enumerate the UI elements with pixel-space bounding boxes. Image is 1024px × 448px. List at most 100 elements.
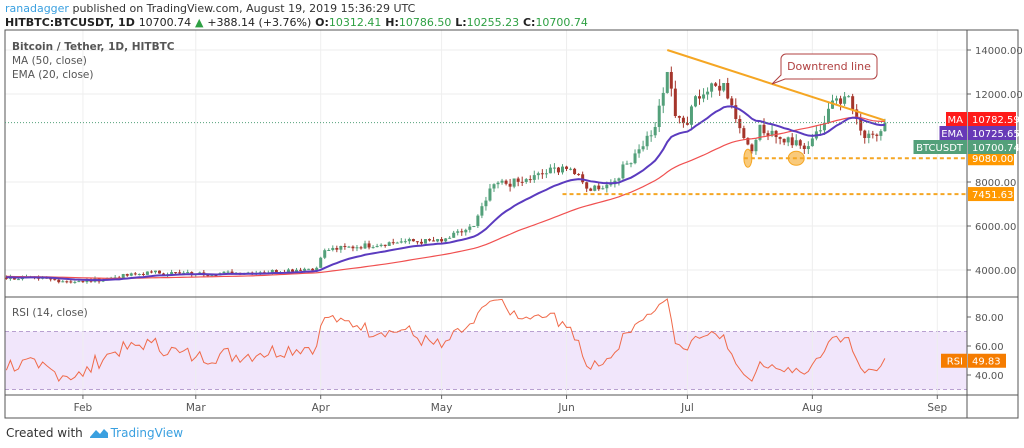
candle-body	[299, 269, 303, 271]
candle-body	[178, 272, 182, 274]
low-label: L:	[455, 16, 467, 29]
candle-body	[153, 270, 157, 273]
ma-line	[6, 116, 885, 279]
candle-body	[839, 98, 843, 104]
candle-body	[826, 108, 830, 123]
candle-body	[391, 242, 395, 244]
candle-body	[129, 273, 133, 276]
chart-legend: Bitcoin / Tether, 1D, HITBTC MA (50, clo…	[12, 40, 174, 82]
candle-body	[786, 137, 790, 143]
candle-body	[423, 239, 427, 244]
candle-body	[440, 239, 444, 242]
candle-body	[665, 72, 669, 93]
candle-body	[637, 149, 641, 154]
candle-body	[609, 184, 613, 186]
candle-body	[456, 231, 460, 233]
candle-body	[158, 270, 161, 274]
candle-body	[49, 278, 53, 280]
candle-body	[649, 135, 653, 137]
candle-body	[359, 247, 363, 249]
candle-body	[432, 240, 436, 242]
price-tick-label: 6000.00	[975, 222, 1016, 233]
candle-body	[625, 163, 629, 165]
candle-body	[746, 138, 750, 145]
candle-body	[311, 268, 315, 271]
candle-body	[710, 83, 714, 92]
candle-body	[61, 281, 65, 283]
candle-body	[162, 273, 166, 275]
candle-body	[677, 116, 681, 118]
legend-ma[interactable]: MA (50, close)	[12, 55, 87, 67]
candle-body	[879, 131, 883, 136]
candle-body	[81, 281, 85, 283]
open-label: O:	[315, 16, 329, 29]
badge-ema-value: 10725.65	[972, 129, 1020, 140]
close-value: 10700.74	[535, 16, 588, 29]
candle-body	[742, 128, 746, 138]
candle-body	[851, 96, 855, 110]
candle-body	[69, 281, 73, 283]
legend-ema[interactable]: EMA (20, close)	[12, 69, 94, 81]
candle-body	[444, 238, 448, 242]
badge-value-bg	[968, 112, 1016, 126]
candle-body	[403, 241, 407, 243]
candle-body	[601, 188, 605, 190]
badge-btcusdt-value: 10700.74	[972, 143, 1020, 154]
candle-body	[863, 130, 867, 138]
candle-body	[5, 277, 8, 279]
tradingview-link[interactable]: TradingView	[110, 426, 184, 440]
candle-body	[85, 280, 89, 283]
rsi-badge-value-bg	[968, 353, 1006, 368]
chart-frame	[4, 29, 1019, 419]
candle-body	[855, 109, 859, 119]
rsi-band	[5, 331, 967, 390]
candle-body	[452, 232, 456, 238]
candle-body	[149, 271, 153, 273]
candle-body	[286, 269, 290, 273]
footer: Created with TradingView	[6, 426, 183, 442]
candle-body	[718, 85, 722, 91]
candle-body	[137, 273, 141, 275]
candle-body	[174, 272, 178, 274]
candle-body	[500, 180, 504, 183]
price-tick-label: 12000.00	[975, 90, 1023, 101]
candle-body	[419, 241, 423, 244]
candle-body	[476, 215, 480, 226]
badge-ma-value: 10782.59	[972, 115, 1020, 126]
month-label-Mar: Mar	[186, 402, 206, 414]
candle-body	[835, 98, 839, 101]
candle-body	[561, 166, 564, 173]
author-link[interactable]: ranadagger	[5, 2, 69, 15]
candle-body	[532, 175, 536, 180]
candle-body	[411, 239, 415, 242]
candle-body	[810, 138, 814, 147]
candle-body	[645, 135, 649, 147]
candle-body	[758, 124, 762, 140]
candle-body	[569, 168, 573, 170]
candle-body	[121, 274, 125, 279]
candle-body	[468, 226, 472, 230]
annotation-text: Downtrend line	[787, 60, 871, 73]
month-label-Jun: Jun	[557, 402, 574, 414]
candle-body	[290, 269, 294, 272]
candle-body	[323, 250, 327, 258]
level-badge-label: 7451.63	[972, 190, 1013, 201]
support-marker	[743, 148, 753, 168]
candle-body	[822, 122, 826, 131]
rsi-legend[interactable]: RSI (14, close)	[12, 307, 88, 319]
candle-body	[552, 167, 556, 169]
candle-body	[484, 200, 488, 207]
candle-body	[448, 237, 452, 239]
candles	[5, 66, 887, 284]
candle-body	[762, 124, 766, 134]
candle-body	[226, 271, 230, 273]
candle-body	[536, 173, 540, 176]
candle-body	[343, 245, 347, 247]
annotation-callout	[771, 53, 878, 85]
candle-body	[395, 242, 399, 244]
candle-body	[629, 163, 633, 165]
candle-body	[141, 273, 145, 275]
candle-body	[818, 130, 822, 132]
candle-body	[492, 184, 496, 189]
